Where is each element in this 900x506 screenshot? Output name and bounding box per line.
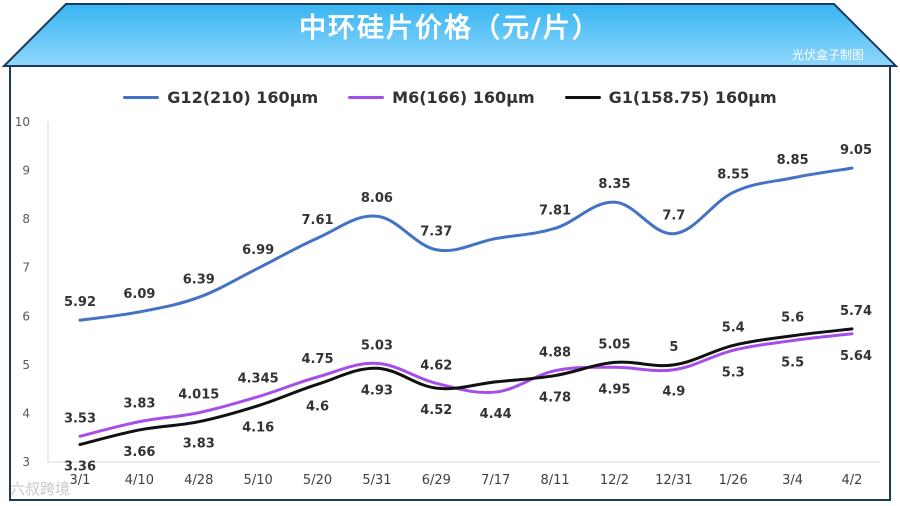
data-label: 4.93 xyxy=(361,383,393,398)
y-tick-label: 6 xyxy=(22,309,30,323)
x-tick-label: 12/2 xyxy=(600,473,629,488)
series-line-m6 xyxy=(78,332,854,438)
legend-label: G1(158.75) 160μm xyxy=(608,88,777,107)
legend-label: G12(210) 160μm xyxy=(167,88,319,107)
legend-item-g12: G12(210) 160μm xyxy=(123,88,318,107)
data-label: 4.78 xyxy=(539,391,571,406)
data-label: 7.61 xyxy=(301,213,333,228)
data-label: 6.99 xyxy=(242,243,274,258)
data-label: 4.6 xyxy=(306,399,329,414)
data-label: 4.95 xyxy=(598,382,630,397)
data-label: 9.05 xyxy=(840,143,872,158)
data-label: 3.53 xyxy=(64,411,96,426)
data-label: 3.83 xyxy=(123,397,155,412)
watermark: 六叔跨境 xyxy=(10,480,71,498)
series-line-g1 xyxy=(78,327,854,447)
data-label: 5.3 xyxy=(722,365,745,380)
x-tick-label: 5/10 xyxy=(244,473,273,488)
data-label: 6.09 xyxy=(123,287,155,302)
y-tick-label: 3 xyxy=(22,455,30,469)
x-tick-label: 3/4 xyxy=(782,473,803,488)
legend-item-g1: G1(158.75) 160μm xyxy=(564,88,777,107)
data-label: 7.7 xyxy=(662,209,685,224)
data-label: 8.85 xyxy=(777,153,809,168)
data-label: 4.52 xyxy=(420,403,452,418)
legend-swatch xyxy=(123,96,160,99)
x-tick-label: 7/17 xyxy=(481,473,510,488)
data-label: 5.05 xyxy=(598,337,630,352)
y-tick-label: 4 xyxy=(22,406,30,420)
data-label: 4.345 xyxy=(238,372,279,387)
x-tick-label: 4/2 xyxy=(842,473,863,488)
x-tick-label: 4/10 xyxy=(125,473,154,488)
data-label: 4.44 xyxy=(480,407,512,422)
y-tick-label: 9 xyxy=(22,164,30,178)
title-banner xyxy=(1,3,899,67)
data-label: 5.4 xyxy=(722,320,745,335)
legend-item-m6: M6(166) 160μm xyxy=(348,88,535,107)
data-label: 4.88 xyxy=(539,346,571,361)
data-label: 3.83 xyxy=(183,437,215,452)
x-tick-label: 6/29 xyxy=(422,473,451,488)
legend-swatch xyxy=(348,96,385,99)
data-label: 3.36 xyxy=(64,460,96,475)
plot-frame xyxy=(9,65,891,501)
legend-label: M6(166) 160μm xyxy=(392,88,535,107)
chart-credit: 光伏盒子制图 xyxy=(791,48,864,62)
data-label: 5.6 xyxy=(781,311,804,326)
series-line-g12 xyxy=(78,166,854,322)
y-tick-label: 8 xyxy=(22,212,30,226)
y-tick-label: 10 xyxy=(15,115,30,129)
data-label: 8.55 xyxy=(717,167,749,182)
x-tick-label: 1/26 xyxy=(719,473,748,488)
data-label: 5.5 xyxy=(781,356,804,371)
data-label: 6.39 xyxy=(183,272,215,287)
y-tick-label: 7 xyxy=(22,261,30,275)
data-label: 5 xyxy=(669,340,678,355)
data-label: 4.62 xyxy=(420,358,452,373)
data-label: 4.015 xyxy=(178,388,219,403)
legend: G12(210) 160μm M6(166) 160μm G1(158.75) 16… xyxy=(0,88,900,107)
data-label: 7.37 xyxy=(420,225,452,240)
data-label: 7.81 xyxy=(539,203,571,218)
data-label: 4.9 xyxy=(662,385,685,400)
x-tick-label: 4/28 xyxy=(184,473,213,488)
x-tick-label: 5/31 xyxy=(362,473,391,488)
data-label: 8.06 xyxy=(361,191,393,206)
data-label: 5.64 xyxy=(840,349,872,364)
x-tick-label: 12/31 xyxy=(655,473,692,488)
data-label: 4.16 xyxy=(242,421,274,436)
y-tick-label: 5 xyxy=(22,358,30,372)
data-label: 5.03 xyxy=(361,338,393,353)
data-label: 3.66 xyxy=(123,445,155,460)
legend-swatch xyxy=(564,96,601,99)
data-label: 5.92 xyxy=(64,295,96,310)
data-label: 8.35 xyxy=(598,177,630,192)
x-tick-label: 8/11 xyxy=(540,473,569,488)
x-tick-label: 3/1 xyxy=(70,473,91,488)
data-label: 5.74 xyxy=(840,304,872,319)
data-label: 4.75 xyxy=(301,352,333,367)
chart-title: 中环硅片价格（元/片） xyxy=(299,13,601,44)
x-tick-label: 5/20 xyxy=(303,473,332,488)
